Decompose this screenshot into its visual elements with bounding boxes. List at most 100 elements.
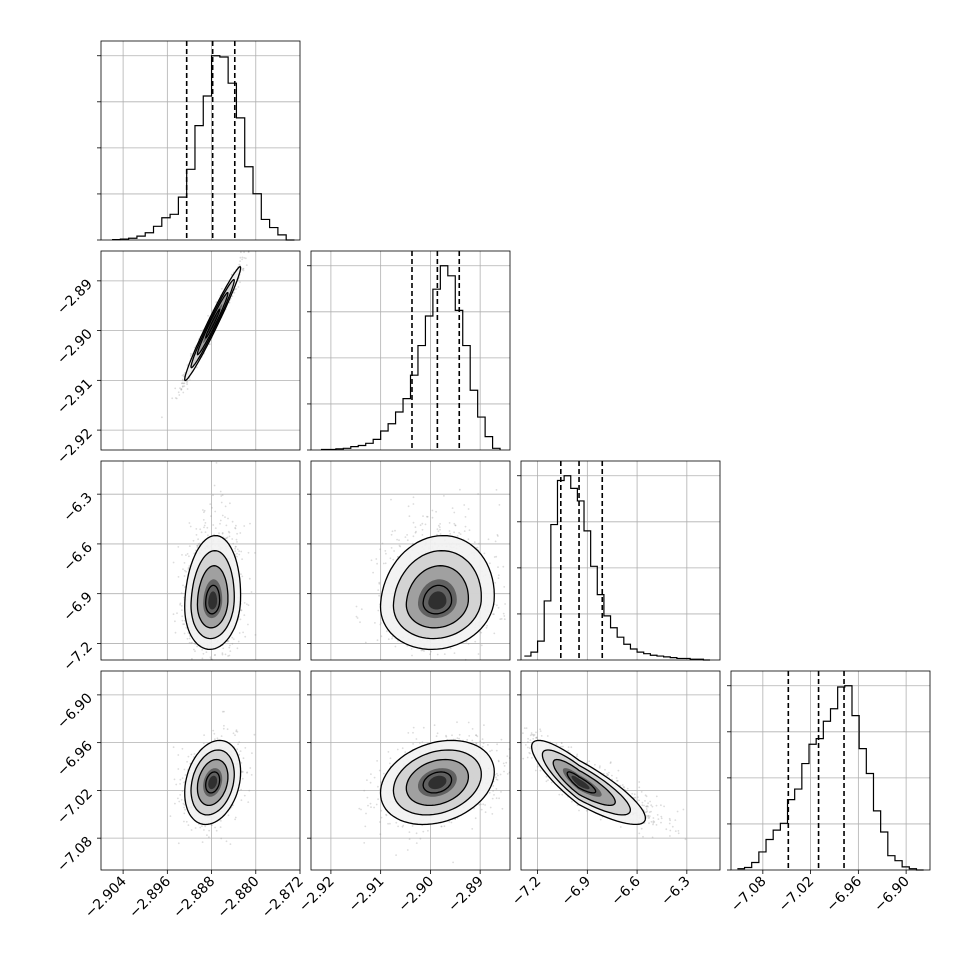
sample-point	[236, 541, 238, 543]
sample-point	[232, 542, 235, 545]
sample-point	[467, 642, 470, 645]
density-panel-1-2	[307, 460, 511, 661]
sample-point	[181, 609, 183, 611]
sample-point	[240, 573, 242, 575]
sample-point	[236, 552, 238, 555]
sample-point	[478, 542, 480, 545]
sample-point	[193, 642, 196, 645]
sample-point	[437, 524, 440, 527]
sample-point	[201, 841, 204, 843]
sample-point	[496, 604, 498, 607]
sample-point	[183, 385, 186, 387]
sample-point	[360, 608, 363, 611]
sample-point	[439, 523, 441, 525]
sample-point	[196, 545, 199, 547]
sample-point	[233, 291, 236, 294]
sample-point	[463, 530, 466, 532]
sample-point	[377, 589, 380, 591]
sample-point	[497, 606, 500, 609]
sample-point	[191, 658, 193, 660]
sample-point	[171, 397, 174, 400]
sample-point	[189, 525, 192, 528]
sample-point	[393, 550, 395, 552]
sample-point	[208, 829, 211, 832]
sample-point	[180, 388, 183, 391]
sample-point	[240, 609, 243, 612]
sample-point	[207, 314, 210, 317]
sample-point	[196, 544, 199, 547]
sample-point	[467, 538, 470, 541]
sample-point	[234, 734, 236, 737]
sample-point	[228, 646, 231, 649]
sample-point	[385, 552, 387, 555]
sample-point	[487, 538, 490, 541]
sample-point	[231, 642, 234, 645]
sample-point	[389, 557, 392, 560]
sample-point	[235, 538, 238, 541]
sample-point	[228, 654, 231, 657]
sample-point	[381, 542, 384, 545]
sample-point	[503, 615, 506, 617]
sample-point	[448, 522, 451, 524]
sample-point	[504, 603, 506, 605]
sample-point	[195, 528, 198, 530]
sample-point	[412, 521, 415, 524]
sample-point	[463, 504, 466, 506]
sample-point	[227, 530, 230, 533]
sample-point	[203, 511, 205, 514]
sample-point	[247, 551, 250, 554]
sample-point	[201, 648, 204, 651]
sample-point	[228, 531, 231, 534]
sample-point	[493, 556, 496, 558]
sample-point	[186, 383, 189, 386]
sample-point	[224, 516, 226, 518]
sample-point	[234, 527, 237, 529]
sample-point	[198, 542, 201, 545]
sample-point	[177, 546, 180, 548]
sample-point	[227, 517, 229, 520]
sample-point	[451, 507, 454, 509]
sample-point	[181, 554, 183, 556]
sample-point	[189, 353, 192, 355]
sample-point	[489, 562, 491, 565]
sample-point	[204, 531, 207, 534]
sample-point	[375, 558, 378, 560]
sample-point	[468, 529, 471, 532]
sample-point	[172, 561, 175, 564]
sample-point	[194, 650, 196, 653]
sample-point	[459, 533, 462, 535]
sample-point	[178, 394, 181, 396]
sample-point	[240, 251, 242, 254]
sample-point	[181, 747, 184, 750]
sample-point	[384, 562, 387, 565]
panel-frame	[100, 250, 301, 451]
sample-point	[220, 501, 223, 504]
sample-point	[235, 288, 238, 290]
sample-point	[177, 797, 179, 800]
sample-point	[238, 263, 241, 266]
sample-point	[221, 287, 223, 290]
sample-point	[222, 727, 225, 730]
sample-point	[185, 554, 187, 556]
sample-point	[180, 388, 183, 391]
sample-point	[174, 620, 176, 623]
sample-point	[364, 641, 367, 644]
sample-point	[480, 644, 483, 647]
sample-point	[458, 532, 460, 534]
sample-point	[247, 801, 250, 803]
sample-point	[221, 514, 224, 517]
sample-point	[176, 612, 178, 615]
sample-point	[480, 631, 483, 634]
sample-point	[390, 547, 393, 549]
sample-point	[188, 545, 191, 547]
sample-point	[247, 604, 250, 607]
sample-point	[214, 510, 217, 513]
sample-point	[421, 522, 424, 525]
sample-point	[424, 523, 427, 526]
sample-point	[241, 258, 244, 261]
sample-point	[243, 602, 246, 604]
sample-point	[188, 637, 191, 640]
sample-point	[249, 767, 252, 769]
sample-point	[183, 382, 186, 385]
sample-point	[196, 366, 198, 369]
